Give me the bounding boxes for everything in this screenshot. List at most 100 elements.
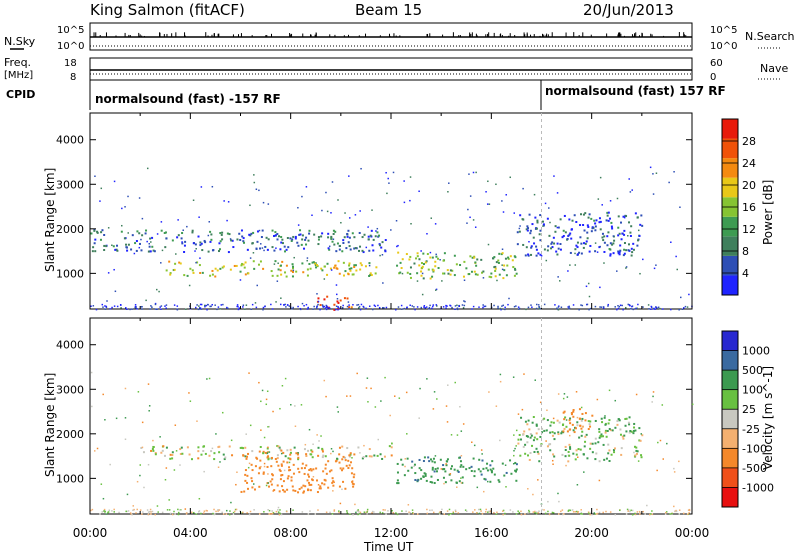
heatmap-cell [678,513,681,515]
heatmap-cell [333,243,336,246]
heatmap-cell [424,261,427,264]
heatmap-cell [574,427,577,430]
heatmap-cell [353,236,356,239]
heatmap-cell [528,509,530,512]
heatmap-cell [294,425,297,428]
heatmap-cell [513,449,515,452]
heatmap-cell [469,216,471,219]
heatmap-cell [577,510,580,513]
heatmap-cell [594,419,597,422]
heatmap-cell [276,484,279,487]
heatmap-cell [462,307,465,309]
heatmap-cell [460,430,463,432]
heatmap-cell [160,451,163,454]
heatmap-cell [549,424,552,427]
heatmap-cell [449,269,452,272]
heatmap-cell [284,377,287,380]
heatmap-cell [484,478,487,481]
heatmap-cell [590,217,593,220]
heatmap-cell [317,446,320,449]
heatmap-cell [395,220,398,222]
heatmap-cell [374,272,377,275]
heatmap-cell [552,512,555,514]
heatmap-cell [559,243,562,246]
heatmap-cell [502,510,504,512]
heatmap-cell [249,234,252,237]
heatmap-cell [317,238,320,241]
heatmap-cell [576,241,579,244]
heatmap-cell [605,510,607,513]
heatmap-cell [471,256,474,259]
heatmap-cell [352,513,354,516]
heatmap-cell [458,305,461,308]
heatmap-cell [525,246,528,249]
heatmap-cell [493,304,495,307]
heatmap-cell [598,428,601,431]
heatmap-cell [676,268,679,271]
heatmap-cell [630,308,632,310]
heatmap-cell [286,304,289,306]
heatmap-cell [222,303,224,306]
heatmap-cell [164,305,166,307]
heatmap-cell [368,249,371,252]
heatmap-cell [571,219,574,222]
heatmap-cell [274,231,277,234]
heatmap-cell [624,417,627,420]
heatmap-cell [580,242,583,245]
heatmap-cell [258,381,260,384]
heatmap-cell [162,445,165,448]
heatmap-cell [599,245,601,248]
heatmap-cell [255,306,258,309]
heatmap-cell [539,401,542,404]
heatmap-cell [524,254,527,257]
heatmap-cell [189,400,192,402]
heatmap-cell [527,454,530,457]
heatmap-cell [539,435,542,438]
heatmap-cell [171,513,174,516]
heatmap-cell [557,393,560,395]
heatmap-cell [616,308,618,311]
heatmap-cell [451,465,454,468]
heatmap-cell [564,449,567,452]
heatmap-cell [435,289,437,291]
heatmap-cell [524,420,527,423]
velocity-colorbar-label: Velocity [m s^-1] [761,366,775,470]
heatmap-cell [419,387,421,390]
heatmap-cell [580,509,582,511]
heatmap-cell [581,513,583,515]
heatmap-cell [260,243,262,245]
heatmap-cell [211,447,214,450]
heatmap-cell [490,469,493,472]
heatmap-cell [371,510,374,513]
heatmap-cell [412,512,415,515]
heatmap-cell [347,273,350,276]
heatmap-cell [276,457,279,460]
heatmap-cell [151,447,154,450]
heatmap-cell [479,508,482,511]
heatmap-cell [112,245,115,248]
heatmap-cell [229,238,232,240]
heatmap-cell [255,247,258,250]
heatmap-cell [248,233,251,236]
heatmap-cell [594,513,597,515]
heatmap-cell [432,269,435,272]
heatmap-cell [321,269,324,272]
heatmap-cell [370,274,373,277]
heatmap-cell [670,308,672,311]
heatmap-cell [553,432,556,435]
heatmap-cell [607,211,610,214]
heatmap-cell [270,270,273,273]
heatmap-cell [560,510,562,513]
heatmap-cell [644,512,646,515]
heatmap-cell [331,240,334,243]
heatmap-cell [439,458,442,461]
heatmap-cell [248,462,251,465]
heatmap-cell [324,463,327,466]
heatmap-cell [109,308,111,310]
heatmap-cell [549,431,552,434]
heatmap-cell [325,191,327,194]
heatmap-cell [527,253,530,256]
heatmap-cell [536,303,538,306]
heatmap-cell [431,481,434,484]
